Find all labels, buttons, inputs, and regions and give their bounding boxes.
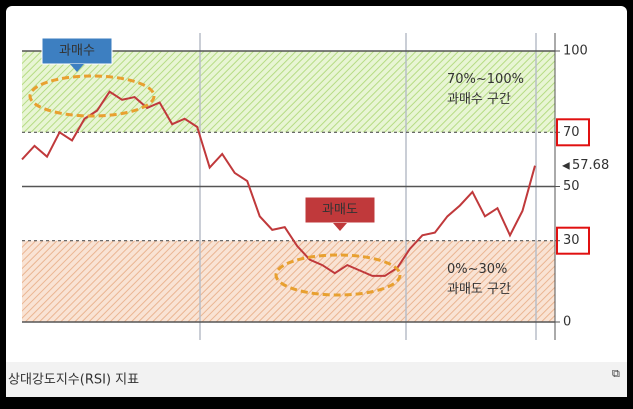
zone	[22, 240, 555, 322]
callout-pointer	[333, 223, 347, 231]
y-tick-label: 50	[563, 179, 580, 194]
zone-name-label: 과매수 구간	[447, 92, 511, 107]
callout-box	[41, 37, 113, 65]
zone-range-label: 0%~30%	[447, 262, 507, 277]
callout-label: 과매수	[59, 44, 95, 59]
rsi-line	[21, 90, 536, 277]
zone-name-label: 과매도 구간	[447, 282, 511, 297]
last-value-label: 57.68	[572, 158, 609, 173]
y-tick-label: 100	[563, 44, 588, 59]
expand-icon[interactable]: ⧉	[612, 367, 620, 380]
callout-box	[304, 196, 376, 224]
y-tick-label: 0	[563, 315, 571, 330]
last-value-arrow: ◀	[562, 161, 570, 172]
zone-highlight	[28, 74, 156, 118]
footer-bar	[6, 362, 627, 397]
callout-pointer	[70, 64, 84, 72]
y-tick-label: 70	[563, 125, 580, 140]
plot-area: 0 30 50 70 100 ◀ 57.68 70%~100% 과매수 구간 과매수 0%~30% 과…	[21, 33, 609, 340]
zone-highlight	[274, 253, 402, 297]
tick-highlight	[556, 118, 590, 147]
callout-label: 과매도	[322, 203, 358, 218]
y-tick-label: 30	[563, 233, 580, 248]
tick-highlight	[556, 226, 590, 255]
zone-range-label: 70%~100%	[447, 72, 524, 87]
footer-title: 상대강도지수(RSI) 지표	[8, 373, 139, 388]
